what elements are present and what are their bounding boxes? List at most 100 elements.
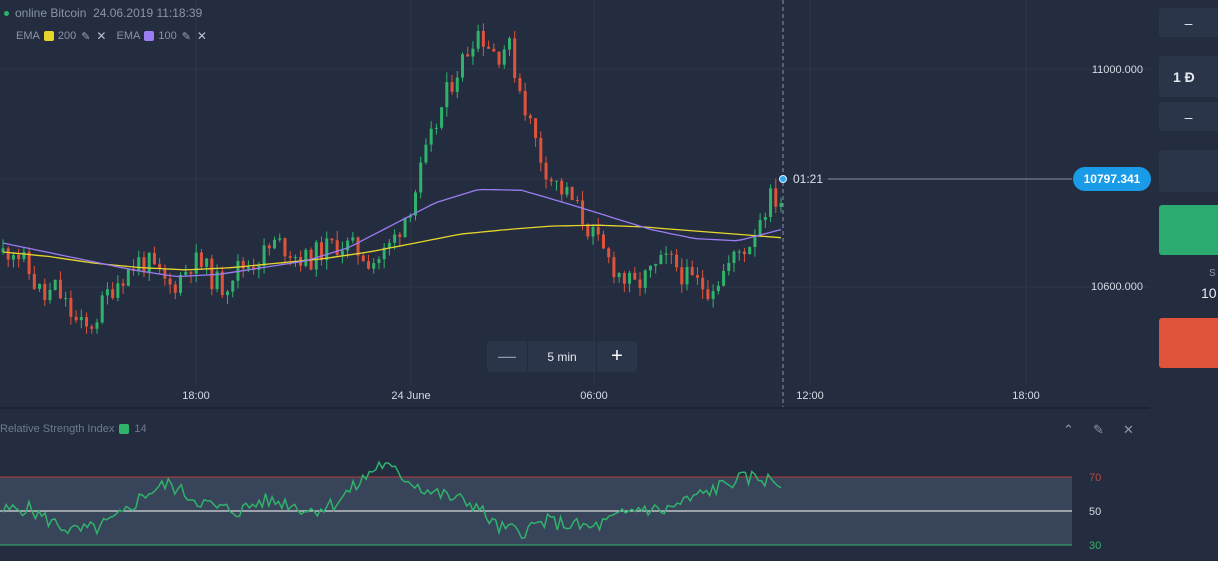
candle-body — [241, 261, 245, 269]
candle-body — [205, 258, 209, 267]
asset-name: online Bitcoin — [15, 6, 87, 20]
candle-body — [137, 257, 141, 271]
candle-body — [126, 268, 130, 286]
indicator-legend: EMA 200 ✎ ✕ EMA 100 ✎ ✕ — [16, 29, 213, 43]
candle-body — [304, 249, 308, 266]
candle-body — [158, 264, 162, 269]
candle-body — [742, 251, 746, 255]
x-tick-label: 18:00 — [1012, 390, 1040, 402]
candle-body — [95, 322, 99, 329]
candle-body — [226, 291, 230, 296]
chevron-up-icon[interactable]: ⌃ — [1063, 422, 1074, 437]
candle-body — [492, 48, 496, 52]
candle-body — [189, 271, 193, 274]
candle-body — [565, 187, 569, 195]
x-tick-label: 12:00 — [796, 390, 824, 402]
timeframe-increase-button[interactable]: + — [611, 345, 623, 367]
rsi-name: Relative Strength Index — [0, 423, 115, 435]
candle-body — [58, 279, 62, 299]
close-icon[interactable]: ✕ — [96, 29, 107, 43]
rsi-legend: Relative Strength Index 14 — [0, 423, 147, 435]
candle-body — [252, 266, 256, 270]
candle-body — [231, 280, 235, 292]
ema-200-swatch — [43, 31, 54, 41]
candle-body — [534, 118, 538, 139]
candle-body — [528, 115, 532, 119]
investment-decrease-button[interactable]: – — [1159, 102, 1218, 131]
candle-body — [85, 317, 89, 327]
close-icon[interactable]: ✕ — [1123, 422, 1134, 437]
ema-100-line — [2, 188, 782, 278]
candle-body — [497, 51, 501, 65]
time-decrease-button[interactable]: – — [1159, 8, 1218, 37]
candle-body — [283, 238, 287, 257]
candle-body — [90, 326, 94, 329]
timeframe-label[interactable]: 5 min — [527, 341, 597, 372]
candle-body — [737, 251, 741, 253]
candle-body — [586, 224, 590, 237]
call-button[interactable] — [1159, 205, 1218, 255]
candle-body — [654, 264, 658, 266]
candle-body — [408, 215, 412, 218]
candle-body — [445, 82, 449, 108]
x-tick-label: 24 June — [391, 390, 430, 402]
candle-body — [648, 265, 652, 271]
ema-100-period: 100 — [158, 30, 177, 42]
candle-body — [591, 226, 595, 237]
candle-body — [481, 30, 485, 47]
y-tick-label: 10600.000 — [1091, 281, 1143, 293]
candle-body — [706, 289, 710, 299]
candle-body — [732, 251, 736, 264]
candle-body — [722, 270, 726, 286]
timeframe-control: — 5 min + — [487, 341, 637, 372]
candle-body — [638, 279, 642, 288]
candle-body — [664, 253, 668, 255]
candle-body — [48, 289, 52, 300]
candle-body — [669, 253, 673, 255]
candle-body — [111, 289, 115, 298]
candle-body — [748, 246, 752, 255]
candle-body — [440, 107, 444, 128]
candle-body — [320, 242, 324, 261]
candle-body — [434, 127, 438, 129]
strike-value: 10 — [1201, 285, 1217, 301]
candle-body — [340, 250, 344, 256]
candle-body — [675, 254, 679, 268]
candle-body — [387, 242, 391, 248]
candle-body — [199, 252, 203, 267]
pencil-icon[interactable]: ✎ — [1093, 422, 1104, 437]
close-icon[interactable]: ✕ — [196, 29, 207, 43]
pencil-icon[interactable]: ✎ — [81, 30, 91, 43]
candle-body — [513, 38, 517, 78]
candle-body — [471, 48, 475, 57]
investment-amount[interactable]: 1 Đ — [1159, 56, 1218, 97]
candle-body — [575, 199, 579, 201]
candle-body — [403, 217, 407, 237]
candle-body — [607, 248, 611, 258]
candle-body — [779, 203, 783, 207]
candle-body — [262, 245, 266, 266]
candle-body — [194, 252, 198, 274]
candle-body — [74, 316, 78, 321]
live-dot-icon — [4, 11, 9, 17]
timeframe-decrease-button[interactable]: — — [498, 346, 516, 366]
candle-body — [22, 251, 26, 260]
candle-body — [100, 295, 104, 323]
candle-body — [79, 317, 83, 321]
candle-body — [617, 273, 621, 278]
candle-body — [27, 251, 31, 275]
candle-body — [716, 285, 720, 292]
candle-body — [105, 289, 109, 296]
candle-body — [382, 247, 386, 260]
ema-200-line — [2, 224, 782, 271]
candle-body — [523, 90, 527, 116]
chart-header: online Bitcoin 24.06.2019 11:18:39 — [4, 6, 202, 20]
pencil-icon[interactable]: ✎ — [181, 30, 191, 43]
candle-body — [570, 187, 574, 200]
candle-body — [69, 298, 73, 317]
candle-body — [429, 128, 433, 145]
candle-body — [455, 77, 459, 92]
put-button[interactable] — [1159, 318, 1218, 368]
candle-body — [32, 274, 36, 289]
candle-body — [549, 179, 553, 182]
